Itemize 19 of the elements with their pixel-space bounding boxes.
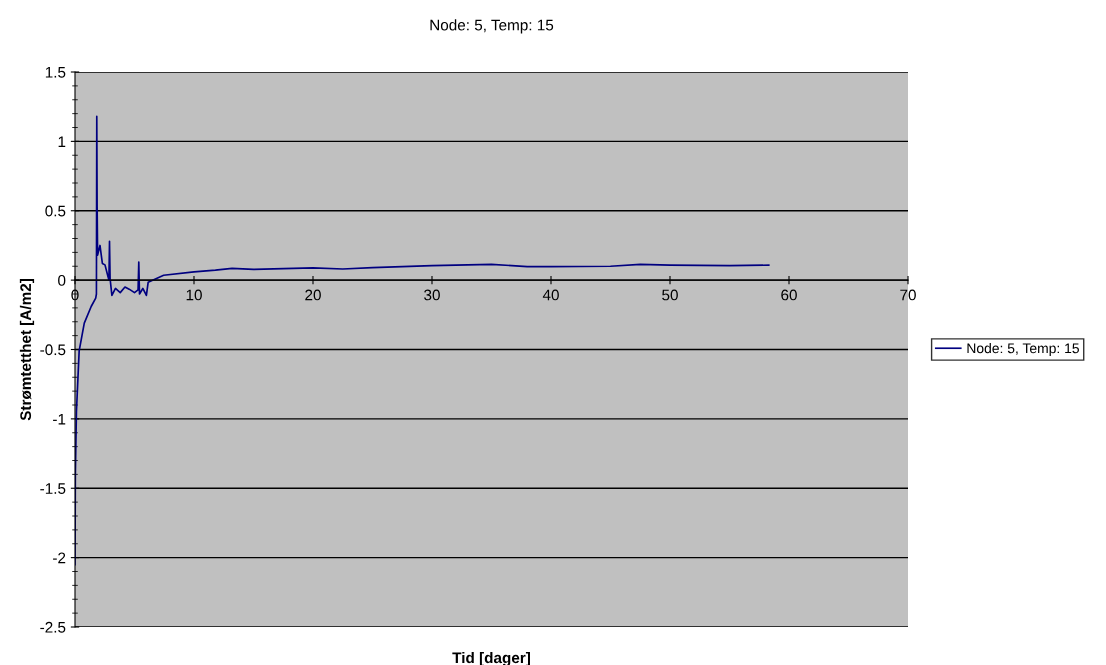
y-axis-title: Strømtetthet [A/m2] (19, 279, 35, 421)
x-tick-label: 60 (781, 289, 797, 301)
legend-label: Node: 5, Temp: 15 (967, 343, 1079, 356)
y-tick-label: 1.5 (45, 67, 66, 78)
y-tick-label: -1 (53, 413, 66, 425)
x-tick-label: 40 (542, 289, 559, 301)
y-tick-label: -0.5 (40, 344, 66, 356)
x-tick-label: 30 (424, 289, 440, 301)
y-tick-label: 0.5 (45, 205, 66, 217)
x-tick-label: 20 (305, 289, 321, 301)
y-tick-label: -2.5 (40, 621, 66, 633)
y-tick-label: -1.5 (40, 483, 66, 494)
x-tick-label: 70 (900, 289, 916, 301)
y-tick-label: -2 (53, 552, 66, 564)
y-tick-label: 0 (58, 274, 66, 286)
x-tick-label: 50 (662, 289, 678, 301)
y-tick-label: 1 (58, 136, 66, 147)
chart-title: Node: 5, Temp: 15 (430, 19, 554, 34)
x-tick-label: 10 (186, 289, 202, 301)
